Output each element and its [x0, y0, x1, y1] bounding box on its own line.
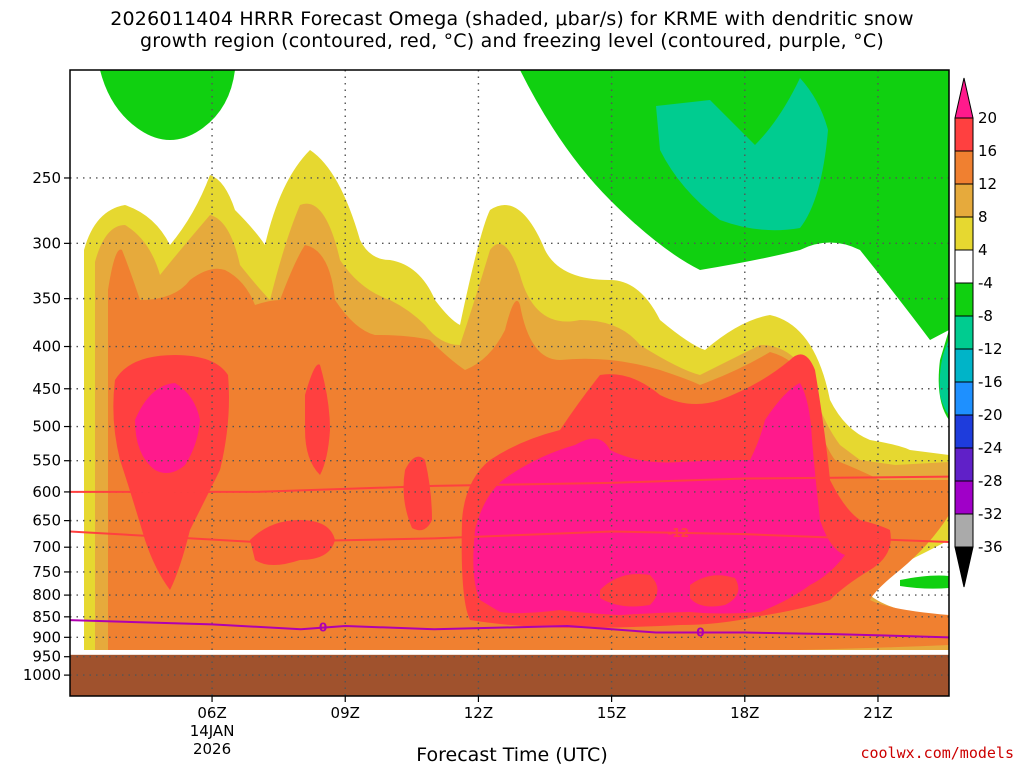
colorbar-label: 4 — [978, 241, 988, 259]
omega-region-ascent-red-mid2 — [250, 520, 335, 565]
omega-shading — [70, 70, 949, 696]
grid-lines — [70, 70, 949, 696]
contour-line — [70, 619, 949, 639]
omega-region-descent-teal-right — [939, 340, 949, 415]
colorbar-label: 20 — [978, 109, 997, 127]
contour-lines: -18 -12 0 0 — [70, 475, 949, 640]
colorbar-swatch — [954, 216, 974, 251]
y-tick-label: 400 — [32, 338, 61, 356]
y-tick-label: 700 — [32, 538, 61, 556]
y-tick-label: 950 — [32, 648, 61, 666]
colorbar-label: -4 — [978, 274, 993, 292]
colorbar-swatch — [954, 513, 974, 548]
y-tick-label: 850 — [32, 608, 61, 626]
y-tick-label: 800 — [32, 586, 61, 604]
omega-region-descent-teal — [656, 78, 828, 231]
colorbar-arrow-bottom — [954, 546, 974, 588]
x-year-label: 2026 — [193, 740, 231, 758]
colorbar-label: -16 — [978, 373, 1003, 391]
y-tick-label: 300 — [32, 234, 61, 252]
colorbar-label: 12 — [978, 175, 997, 193]
colorbar-label: 8 — [978, 208, 988, 226]
omega-region-ascent-magenta-main — [473, 383, 845, 615]
omega-region-descent-green-left — [100, 70, 235, 140]
ground-surface — [70, 654, 949, 696]
colorbar-label: -12 — [978, 340, 1003, 358]
y-tick-label: 250 — [32, 169, 61, 187]
colorbar-label: -8 — [978, 307, 993, 325]
omega-region-red-hole-1 — [600, 574, 658, 607]
colorbar-arrow-top — [954, 77, 974, 119]
colorbar-swatch — [954, 150, 974, 185]
y-tick-label: 450 — [32, 380, 61, 398]
chart-title-line-2: growth region (contoured, red, °C) and f… — [140, 30, 884, 52]
colorbar-swatch — [954, 282, 974, 317]
colorbar-label: 16 — [978, 142, 997, 160]
colorbar: 20 16 12 8 4 -4 -8 -12 -16 -20 -24 -28 -32 -36 — [954, 77, 1003, 588]
y-tick-label: 650 — [32, 512, 61, 530]
omega-region-near-surface-white — [70, 650, 949, 656]
y-tick-label: 750 — [32, 563, 61, 581]
x-tick-label: 15Z — [597, 704, 626, 722]
x-tick-label: 12Z — [464, 704, 493, 722]
colorbar-label: -24 — [978, 439, 1003, 457]
y-tick-label: 600 — [32, 483, 61, 501]
credit-text: coolwx.com/models — [860, 744, 1014, 762]
y-tick-label: 1000 — [23, 666, 61, 684]
x-tick-label: 18Z — [730, 704, 759, 722]
y-tick-label: 550 — [32, 452, 61, 470]
chart-title: 2026011404 HRRR Forecast Omega (shaded, … — [0, 8, 1024, 52]
colorbar-label: -36 — [978, 538, 1003, 556]
colorbar-swatch — [954, 414, 974, 449]
y-tick-label: 900 — [32, 628, 61, 646]
omega-region-ascent-red-mid — [305, 364, 330, 475]
contour-label: -12 — [667, 526, 689, 540]
omega-region-ascent-red-mid3 — [403, 456, 432, 531]
omega-region-red-hole-2 — [690, 575, 739, 607]
omega-region-ascent-magenta-left — [135, 383, 200, 474]
colorbar-swatch — [954, 348, 974, 383]
colorbar-swatch — [954, 447, 974, 482]
y-tick-label: 350 — [32, 290, 61, 308]
y-axis: 250 300 350 400 450 500 550 600 650 700 750 800 850 9… — [23, 169, 70, 684]
y-tick-label: 500 — [32, 418, 61, 436]
contour-label: -18 — [152, 485, 174, 499]
colorbar-swatch — [954, 480, 974, 515]
x-date-label: 14JAN — [190, 722, 235, 740]
x-tick-label: 09Z — [331, 704, 360, 722]
contour-line — [70, 475, 949, 493]
chart-title-line-1: 2026011404 HRRR Forecast Omega (shaded, … — [110, 8, 914, 30]
colorbar-swatch — [954, 183, 974, 218]
colorbar-swatch — [954, 249, 974, 284]
contour-label: 0 — [319, 621, 327, 635]
x-tick-label: 06Z — [197, 704, 226, 722]
colorbar-label: -28 — [978, 472, 1003, 490]
x-axis-label: Forecast Time (UTC) — [416, 744, 608, 766]
omega-region-descent-green-small — [900, 575, 949, 589]
contour-label: 0 — [696, 626, 704, 640]
colorbar-label: -32 — [978, 505, 1003, 523]
colorbar-label: -20 — [978, 406, 1003, 424]
colorbar-swatch — [954, 117, 974, 152]
colorbar-swatch — [954, 381, 974, 416]
plot-frame — [69, 69, 950, 697]
contour-line — [70, 530, 949, 544]
colorbar-swatch — [954, 315, 974, 350]
x-tick-label: 21Z — [863, 704, 892, 722]
